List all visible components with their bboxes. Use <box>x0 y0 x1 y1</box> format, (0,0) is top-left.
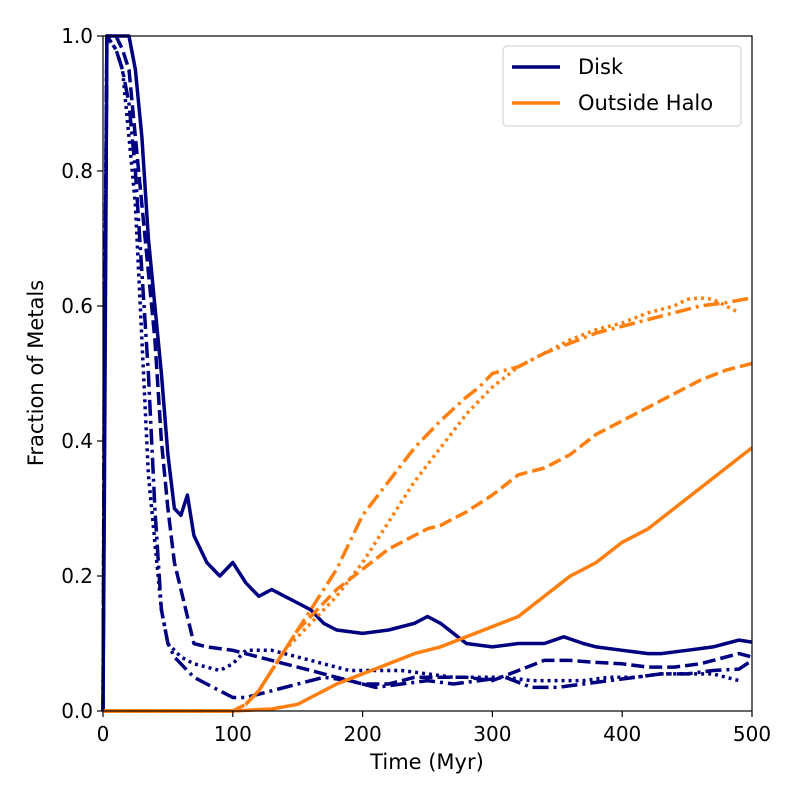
x-tick-label: 500 <box>733 722 771 746</box>
x-tick-label: 100 <box>214 722 252 746</box>
series-line-outside-halo-dotted <box>103 296 740 713</box>
y-tick-label: 0.6 <box>61 294 93 318</box>
y-axis-ticks: 0.0 0.2 0.4 0.6 0.8 1.0 <box>61 24 103 723</box>
legend-label-outside-halo: Outside Halo <box>578 91 713 115</box>
series-line-outside-halo-dashdot <box>103 296 753 713</box>
series-line-disk-dashed <box>101 34 753 712</box>
plot-lines <box>101 34 754 713</box>
x-tick-label: 0 <box>97 722 110 746</box>
x-tick-label: 300 <box>473 722 511 746</box>
legend-label-disk: Disk <box>578 55 624 79</box>
y-axis-label: Fraction of Metals <box>24 280 48 466</box>
y-tick-label: 0.4 <box>61 429 93 453</box>
plot-frame <box>102 35 753 712</box>
series-line-disk-dashdot <box>101 34 753 712</box>
y-tick-label: 0.2 <box>61 564 93 588</box>
y-tick-label: 1.0 <box>61 24 93 48</box>
x-axis-ticks: 0 100 200 300 400 500 <box>97 711 771 746</box>
x-tick-label: 400 <box>603 722 641 746</box>
series-line-outside-halo-dashed <box>103 361 753 713</box>
x-axis-label: Time (Myr) <box>369 750 484 774</box>
series-line-disk-solid <box>101 34 753 712</box>
legend: Disk Outside Halo <box>502 45 742 127</box>
y-tick-label: 0.0 <box>61 699 93 723</box>
y-tick-label: 0.8 <box>61 159 93 183</box>
legend-box <box>502 45 742 127</box>
series-line-disk-dotted <box>101 34 740 712</box>
x-tick-label: 200 <box>344 722 382 746</box>
series-line-outside-halo-solid <box>103 446 754 713</box>
